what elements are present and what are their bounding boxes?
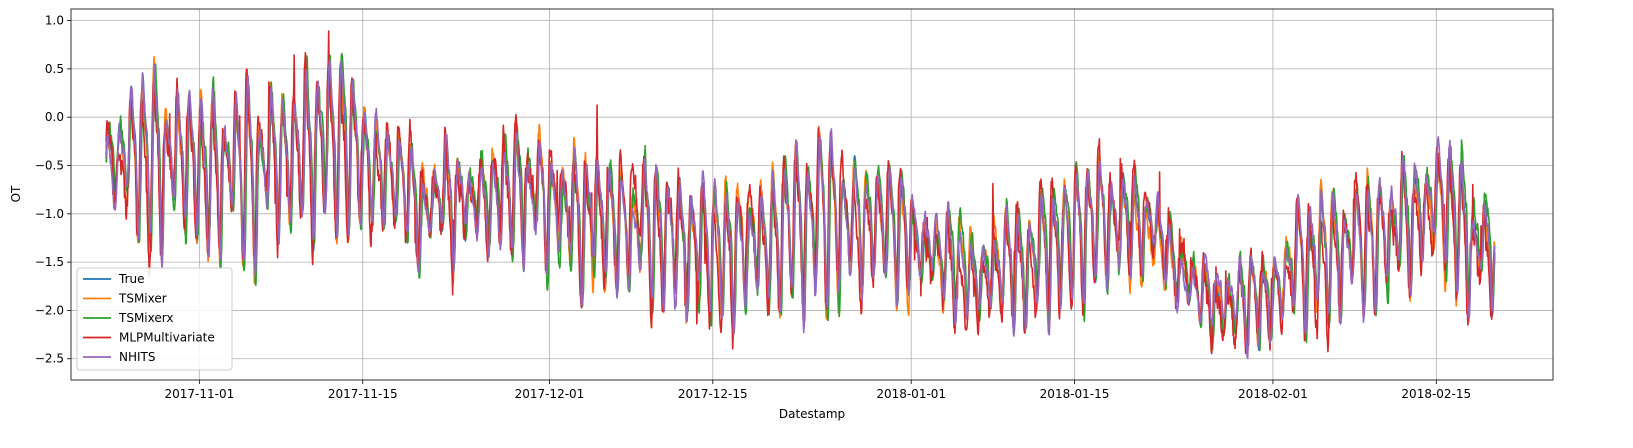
x-tick-label: 2017-11-01 [164,387,234,401]
legend-label: MLPMultivariate [119,331,215,345]
x-tick-label: 2017-12-01 [515,387,585,401]
y-tick-label: −1.5 [35,255,64,269]
legend-label: TSMixerx [118,311,173,325]
x-tick-label: 2018-02-01 [1238,387,1308,401]
y-tick-label: −1.0 [35,207,64,221]
y-tick-label: −2.5 [35,352,64,366]
legend-label: TSMixer [118,292,167,306]
legend-label: True [118,272,145,286]
x-axis: 2017-11-01 2017-11-15 2017-12-01 2017-12-15… [164,380,1471,401]
legend: True TSMixer TSMixerx MLPMultivariate NHITS [76,267,233,371]
y-axis: 1.0 0.5 0.0 −0.5 −1.0 −1.5 −2.0 −2.5 [35,14,71,366]
plot-frame [70,8,1554,381]
y-tick-label: −2.0 [35,303,64,317]
y-tick-label: 1.0 [45,14,64,28]
x-axis-label: Datestamp [779,407,845,421]
y-tick-label: −0.5 [35,159,64,173]
grid [71,9,1553,380]
series-line-nhits [105,58,1496,360]
x-tick-label: 2018-01-01 [876,387,946,401]
y-tick-label: 0.0 [45,110,64,124]
y-tick-label: 0.5 [45,62,64,76]
legend-label: NHITS [119,350,156,364]
x-tick-label: 2017-12-15 [678,387,748,401]
x-tick-label: 2018-02-15 [1401,387,1471,401]
legend-box [76,267,233,371]
x-tick-label: 2017-11-15 [328,387,398,401]
x-tick-label: 2018-01-15 [1040,387,1110,401]
y-axis-label: OT [9,185,23,202]
series-lines [105,30,1496,360]
